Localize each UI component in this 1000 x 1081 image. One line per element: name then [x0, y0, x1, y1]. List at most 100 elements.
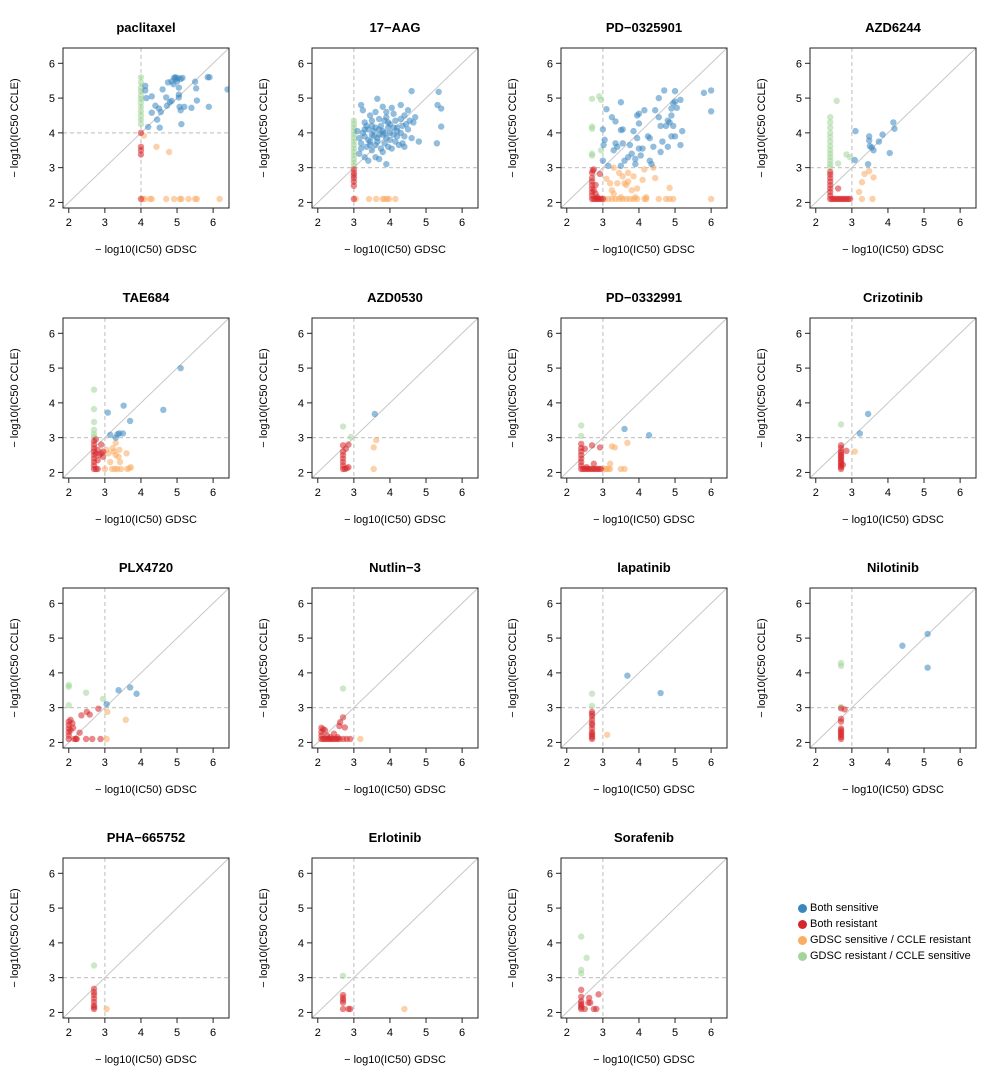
panel-title: PHA−665752	[107, 830, 185, 845]
y-tick-label: 2	[49, 737, 55, 749]
y-tick-label: 5	[49, 93, 55, 105]
x-tick-label: 4	[885, 757, 891, 769]
data-point-gs	[115, 453, 122, 460]
data-point-br	[597, 465, 605, 473]
y-tick-label: 5	[298, 903, 304, 915]
data-point-bs	[361, 126, 368, 133]
data-point-br	[67, 727, 74, 734]
data-point-gs	[178, 195, 185, 203]
data-point-gs	[865, 167, 873, 175]
legend-item-gdsc-resistant: GDSC resistant / CCLE sensitive	[798, 948, 971, 964]
data-point-bs	[379, 148, 386, 156]
y-axis-label: − log10(IC50 CCLE)	[9, 348, 21, 447]
y-tick-label: 4	[298, 398, 304, 410]
data-point-gr	[837, 662, 845, 670]
y-tick-label: 5	[547, 363, 553, 375]
y-tick-label: 4	[547, 938, 553, 950]
data-point-br	[588, 708, 596, 716]
data-point-gs	[606, 180, 614, 187]
data-point-gs	[603, 175, 610, 182]
data-point-bs	[879, 131, 886, 138]
data-point-bs	[177, 364, 184, 372]
data-point-bs	[168, 97, 175, 105]
panel: 17−AAG 22 3 3 4 4 5 5 6 6 − log10(IC50) GDSC − log1…	[258, 20, 479, 256]
y-tick-label: 2	[49, 1007, 55, 1019]
y-tick-label: 3	[298, 433, 304, 445]
x-tick-label: 3	[102, 487, 108, 499]
x-tick-label: 5	[423, 757, 429, 769]
data-point-br	[593, 1005, 600, 1013]
data-point-br	[588, 174, 596, 182]
data-point-br	[82, 735, 90, 743]
data-point-gs	[870, 174, 877, 181]
data-point-br	[339, 991, 347, 999]
data-point-bs	[619, 140, 626, 147]
x-tick-label: 5	[921, 487, 927, 499]
diagonal-line	[312, 588, 478, 748]
data-point-gs	[651, 174, 659, 182]
data-point-gr	[827, 119, 834, 126]
x-axis-label: − log10(IC50) GDSC	[593, 514, 695, 526]
x-axis-label: − log10(IC50) GDSC	[95, 784, 197, 796]
data-point-gr	[834, 160, 842, 167]
x-tick-label: 6	[210, 217, 216, 229]
data-point-bs	[864, 160, 872, 168]
data-point-br	[73, 735, 80, 743]
data-point-bs	[870, 147, 877, 154]
data-point-gs	[610, 164, 617, 171]
data-point-br	[578, 986, 585, 994]
y-tick-label: 3	[547, 163, 553, 175]
y-axis-label: − log10(IC50 CCLE)	[258, 888, 270, 987]
x-tick-label: 4	[138, 757, 144, 769]
data-point-gs	[608, 187, 616, 194]
data-point-bs	[357, 145, 365, 152]
data-point-gs	[401, 1005, 408, 1013]
data-point-bs	[435, 88, 442, 96]
x-tick-label: 3	[849, 217, 855, 229]
data-point-gs	[611, 444, 618, 451]
y-tick-label: 5	[49, 633, 55, 645]
y-tick-label: 5	[796, 93, 802, 105]
data-point-bs	[193, 97, 201, 104]
panel-title: TAE684	[123, 290, 170, 305]
data-point-br	[592, 181, 599, 189]
y-tick-label: 4	[49, 128, 55, 140]
data-point-br	[137, 151, 145, 158]
data-point-bs	[368, 147, 376, 154]
x-axis-label: − log10(IC50) GDSC	[344, 1054, 446, 1066]
data-point-bs	[383, 108, 390, 116]
legend-item-both-resistant: Both resistant	[798, 916, 971, 932]
data-point-br	[334, 734, 341, 741]
y-tick-label: 4	[796, 128, 802, 140]
data-point-gr	[90, 962, 98, 969]
data-point-bs	[356, 150, 363, 157]
data-point-gr	[137, 74, 145, 81]
x-tick-label: 2	[315, 1027, 321, 1039]
x-tick-label: 6	[210, 487, 216, 499]
data-point-bs	[657, 148, 664, 156]
data-point-gs	[707, 195, 715, 203]
data-point-gr	[578, 970, 585, 977]
data-point-bs	[865, 137, 873, 144]
plot-frame	[62, 857, 230, 1019]
y-tick-label: 4	[796, 398, 802, 410]
data-point-bs	[366, 141, 374, 149]
x-tick-label: 5	[921, 217, 927, 229]
plot-area	[561, 48, 727, 208]
data-point-bs	[635, 120, 643, 127]
data-point-bs	[655, 114, 662, 121]
y-tick-label: 6	[547, 868, 553, 880]
data-point-br	[98, 441, 105, 448]
data-point-br	[599, 195, 607, 203]
x-tick-label: 6	[210, 1027, 216, 1039]
diagonal-line	[561, 858, 727, 1018]
data-point-gs	[639, 176, 646, 184]
data-point-bs	[401, 133, 408, 140]
data-point-bs	[677, 141, 684, 149]
y-tick-label: 3	[796, 163, 802, 175]
x-tick-label: 4	[387, 1027, 393, 1039]
x-axis-label: − log10(IC50) GDSC	[344, 244, 446, 256]
data-point-gs	[858, 179, 866, 186]
data-point-bs	[673, 104, 681, 112]
data-point-gs	[633, 185, 641, 192]
